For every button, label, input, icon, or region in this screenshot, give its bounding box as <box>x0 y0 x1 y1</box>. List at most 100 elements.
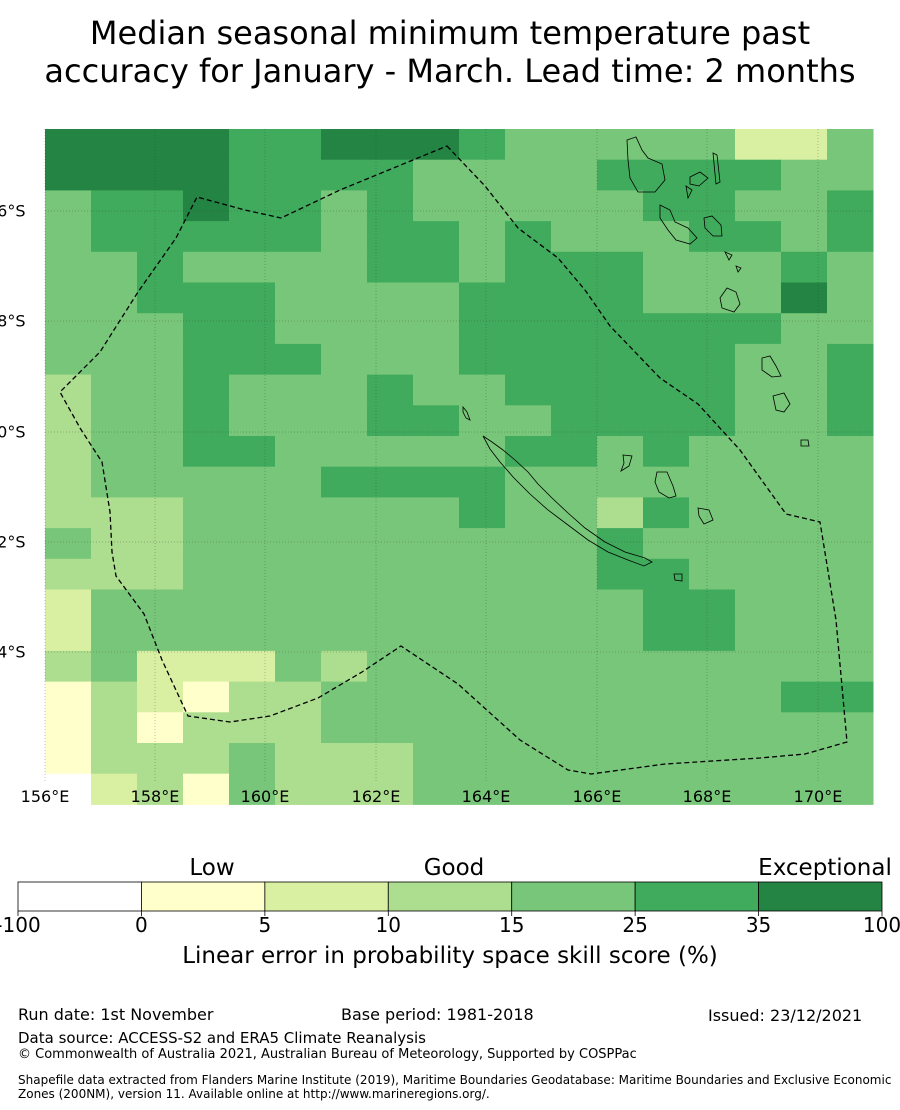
skill-cell <box>551 343 598 376</box>
skill-cell <box>413 251 460 283</box>
skill-cell <box>229 528 276 560</box>
skill-cell <box>505 190 552 222</box>
skill-cell <box>183 374 230 406</box>
skill-cell <box>505 282 552 314</box>
skill-cell <box>275 374 322 406</box>
skill-cell <box>183 129 230 161</box>
skill-cell <box>229 743 276 775</box>
skill-cell <box>827 589 874 621</box>
colorbar-tick-label: -100 <box>0 913 41 937</box>
skill-cell <box>643 650 690 683</box>
colorbar-segment <box>17 881 142 912</box>
colorbar-segment <box>511 881 636 912</box>
skill-cell <box>597 221 644 253</box>
skill-cell <box>183 620 230 652</box>
skill-cell <box>827 743 874 775</box>
skill-cell <box>229 589 276 621</box>
skill-cell <box>413 650 460 683</box>
skill-cell <box>551 282 598 314</box>
skill-cell <box>597 712 644 744</box>
title-line-2: accuracy for January - March. Lead time:… <box>44 52 856 90</box>
skill-cell <box>551 129 598 161</box>
skill-cell <box>229 221 276 253</box>
skill-cell <box>643 620 690 652</box>
longitude-tick-label: 170°E <box>793 787 843 806</box>
colorbar-category-exceptional: Exceptional <box>758 855 892 881</box>
skill-cell <box>781 251 828 283</box>
skill-cell <box>597 251 644 283</box>
skill-cell <box>551 159 598 191</box>
skill-cell <box>827 282 874 314</box>
colorbar-segment <box>141 881 266 912</box>
skill-cell <box>781 313 828 345</box>
skill-cell <box>735 251 782 283</box>
skill-cell <box>183 743 230 775</box>
skill-cell <box>643 313 690 345</box>
skill-cell <box>137 773 184 805</box>
skill-cell <box>505 374 552 406</box>
colorbar-tick-label: 25 <box>622 913 648 937</box>
skill-cell <box>505 558 552 590</box>
skill-cell <box>275 282 322 314</box>
skill-cell <box>229 343 276 376</box>
skill-cell <box>275 313 322 345</box>
skill-cell <box>229 773 276 805</box>
skill-cell <box>459 374 506 406</box>
skill-cell <box>275 436 322 468</box>
skill-cell <box>367 773 414 805</box>
latitude-tick-label: 16°S <box>0 201 26 221</box>
skill-cell <box>367 190 414 222</box>
skill-cell <box>45 466 92 498</box>
data-source: Data source: ACCESS-S2 and ERA5 Climate … <box>18 1029 426 1047</box>
skill-cell <box>689 650 736 683</box>
skill-cell <box>781 712 828 744</box>
skill-cell <box>45 497 92 529</box>
longitude-tick-label: 158°E <box>130 787 180 806</box>
skill-cell <box>689 558 736 590</box>
skill-cell <box>367 743 414 775</box>
skill-cell <box>91 466 138 498</box>
skill-cell <box>827 773 874 805</box>
skill-cell <box>827 313 874 345</box>
skill-cell <box>689 528 736 560</box>
skill-cell <box>91 221 138 253</box>
skill-cell <box>137 466 184 498</box>
skill-cell <box>229 650 276 683</box>
skill-cell <box>505 129 552 161</box>
skill-cell <box>321 712 368 744</box>
skill-cell <box>781 190 828 222</box>
skill-cell <box>735 221 782 253</box>
skill-cell <box>367 528 414 560</box>
skill-cell <box>459 313 506 345</box>
skill-cell <box>689 681 736 713</box>
skill-cell <box>137 436 184 468</box>
skill-cell <box>459 743 506 775</box>
skill-cell <box>735 282 782 314</box>
skill-cell <box>91 773 138 805</box>
skill-cell <box>321 159 368 191</box>
skill-cell <box>505 620 552 652</box>
skill-cell <box>827 374 874 406</box>
skill-cell <box>643 589 690 621</box>
skill-cell <box>551 620 598 652</box>
skill-cell <box>505 251 552 283</box>
skill-cell <box>643 251 690 283</box>
skill-cell <box>275 589 322 621</box>
skill-cell <box>413 343 460 376</box>
skill-cell <box>45 589 92 621</box>
skill-cell <box>413 221 460 253</box>
skill-cell <box>275 497 322 529</box>
skill-cell <box>597 282 644 314</box>
skill-cell <box>91 282 138 314</box>
skill-cell <box>367 313 414 345</box>
skill-cell <box>827 251 874 283</box>
skill-cell <box>413 620 460 652</box>
skill-cell <box>275 466 322 498</box>
skill-cell <box>321 282 368 314</box>
skill-cell <box>45 343 92 376</box>
skill-cell <box>551 650 598 683</box>
skill-cell <box>321 343 368 376</box>
skill-cell <box>229 282 276 314</box>
skill-cell <box>689 405 736 437</box>
skill-cell <box>781 405 828 437</box>
